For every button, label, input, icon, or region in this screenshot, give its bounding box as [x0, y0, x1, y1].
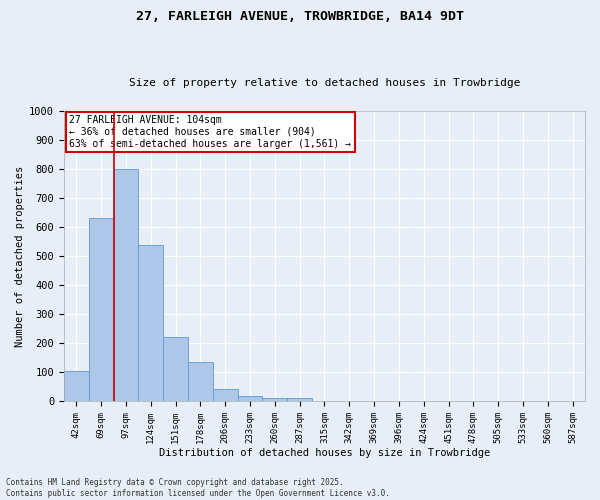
- Bar: [64, 371, 89, 402]
- Bar: [163, 338, 188, 402]
- X-axis label: Distribution of detached houses by size in Trowbridge: Distribution of detached houses by size …: [159, 448, 490, 458]
- Bar: [89, 218, 113, 402]
- Bar: [188, 362, 213, 402]
- Bar: [213, 389, 238, 402]
- Text: 27, FARLEIGH AVENUE, TROWBRIDGE, BA14 9DT: 27, FARLEIGH AVENUE, TROWBRIDGE, BA14 9D…: [136, 10, 464, 23]
- Bar: [262, 398, 287, 402]
- Bar: [113, 169, 139, 402]
- Text: Contains HM Land Registry data © Crown copyright and database right 2025.
Contai: Contains HM Land Registry data © Crown c…: [6, 478, 390, 498]
- Bar: [139, 244, 163, 402]
- Text: 27 FARLEIGH AVENUE: 104sqm
← 36% of detached houses are smaller (904)
63% of sem: 27 FARLEIGH AVENUE: 104sqm ← 36% of deta…: [69, 116, 351, 148]
- Bar: [238, 396, 262, 402]
- Bar: [287, 398, 312, 402]
- Title: Size of property relative to detached houses in Trowbridge: Size of property relative to detached ho…: [128, 78, 520, 88]
- Y-axis label: Number of detached properties: Number of detached properties: [15, 166, 25, 347]
